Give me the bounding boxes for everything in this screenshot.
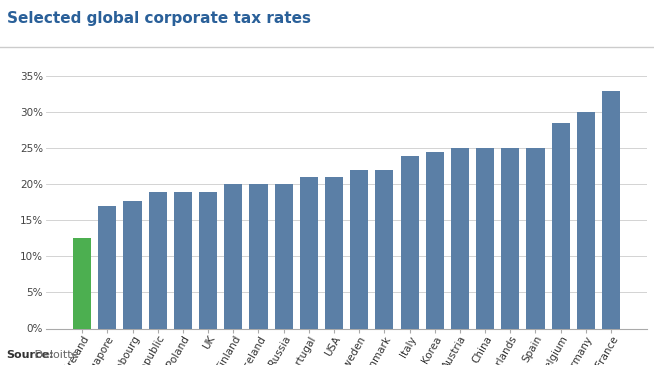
Bar <box>602 91 620 328</box>
Bar <box>325 177 343 328</box>
Bar <box>148 192 167 328</box>
Bar <box>275 184 293 328</box>
Bar <box>501 149 519 328</box>
Bar <box>350 170 368 328</box>
Bar <box>375 170 394 328</box>
Bar <box>174 192 192 328</box>
Bar <box>124 201 142 328</box>
Bar <box>476 149 494 328</box>
Bar <box>551 123 570 328</box>
Bar <box>451 149 469 328</box>
Bar <box>199 192 217 328</box>
Bar <box>577 112 595 329</box>
Bar <box>526 149 545 328</box>
Bar <box>73 238 92 328</box>
Bar <box>400 155 419 328</box>
Text: Source:: Source: <box>7 350 54 360</box>
Bar <box>249 184 267 328</box>
Text: Selected global corporate tax rates: Selected global corporate tax rates <box>7 11 311 26</box>
Bar <box>426 152 444 328</box>
Bar <box>224 184 243 328</box>
Bar <box>98 206 116 328</box>
Text: Deloitte: Deloitte <box>31 350 78 360</box>
Bar <box>300 177 318 328</box>
